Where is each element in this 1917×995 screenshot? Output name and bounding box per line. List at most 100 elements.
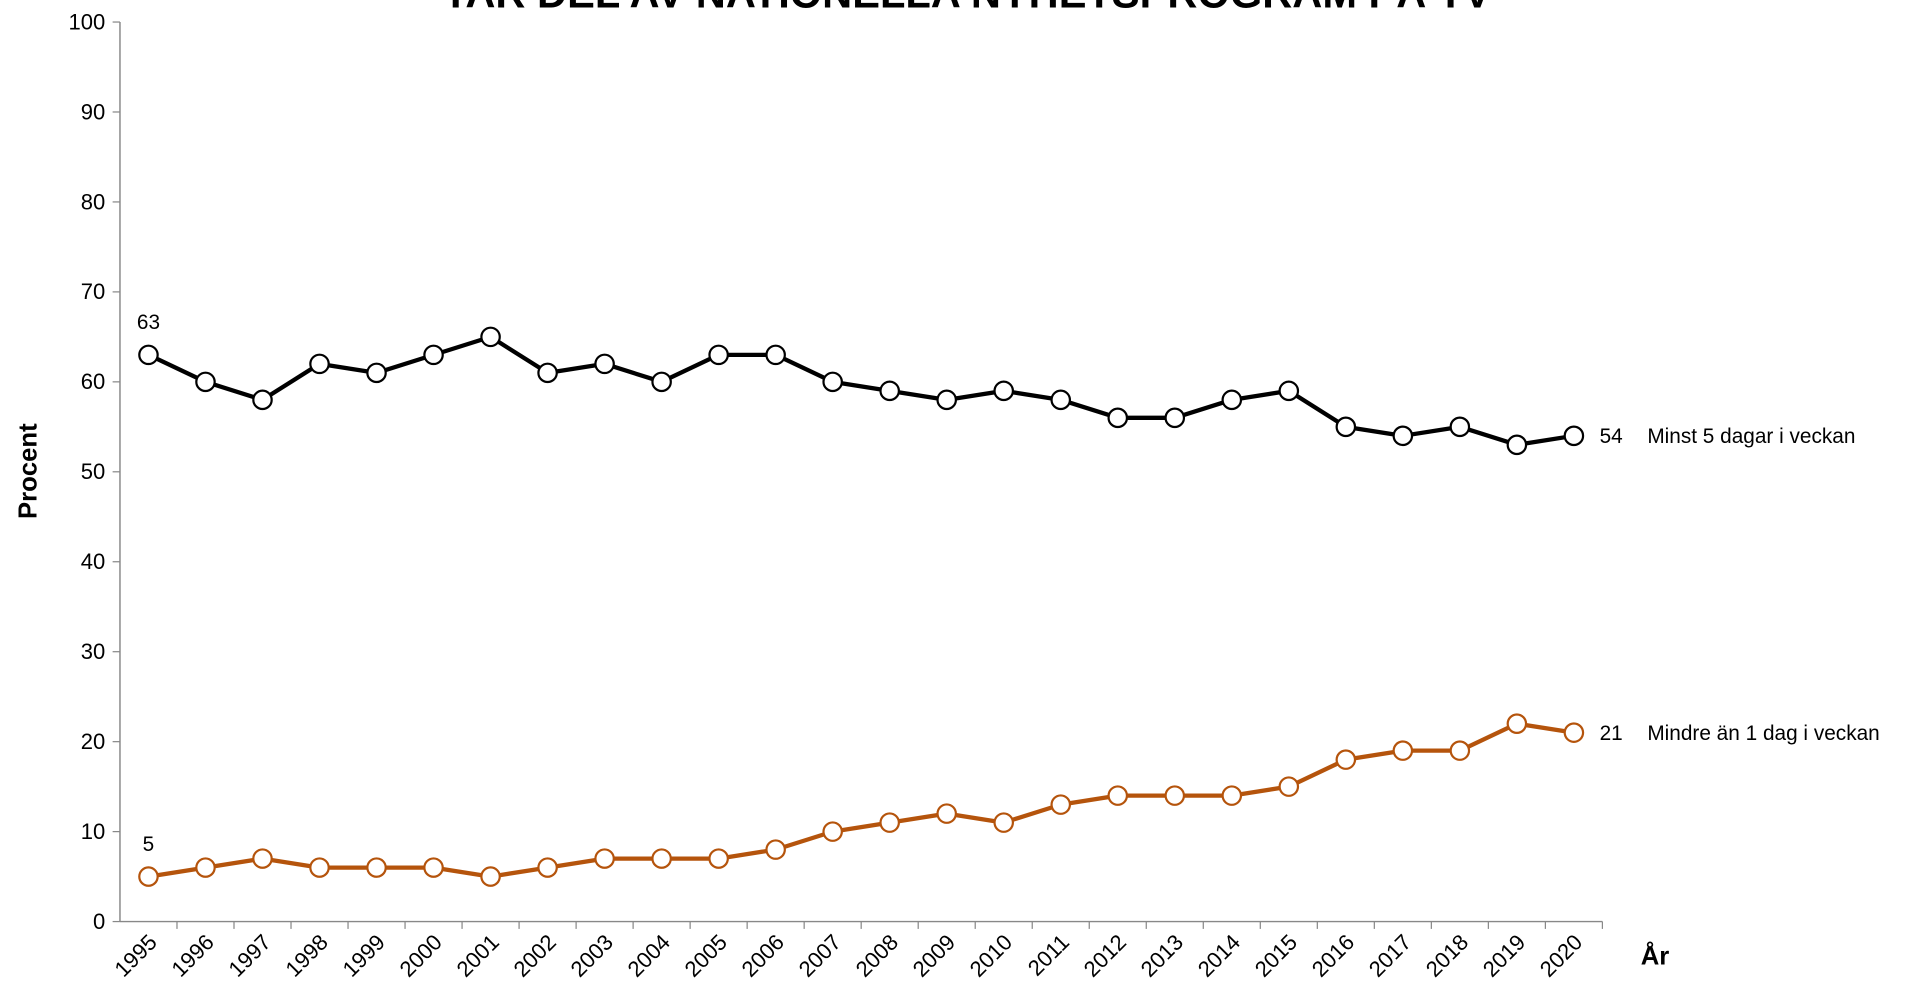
y-tick-label: 30	[81, 639, 106, 664]
data-point	[936, 803, 957, 824]
y-tick-label: 100	[69, 9, 106, 34]
x-tick-label: 1996	[166, 929, 218, 981]
series-line	[148, 721, 1575, 879]
x-tick-label: 2012	[1079, 929, 1131, 981]
data-point	[1107, 407, 1129, 429]
x-tick-label: 2006	[737, 929, 789, 981]
y-tick-label: 70	[81, 279, 106, 304]
data-point	[822, 371, 843, 393]
data-point	[1392, 740, 1414, 761]
data-point	[423, 857, 444, 878]
x-tick-label: 2014	[1193, 929, 1245, 981]
data-point	[708, 344, 729, 366]
x-tick-label: 1998	[281, 929, 333, 981]
x-tick-label: 2013	[1136, 929, 1188, 981]
data-point	[1164, 407, 1186, 429]
data-point	[879, 812, 900, 833]
data-label: 63	[137, 311, 160, 334]
x-tick-label: 2016	[1307, 929, 1359, 981]
y-tick-label: 60	[81, 369, 106, 394]
data-label: 5	[143, 833, 155, 856]
x-tick-label: 2008	[851, 929, 903, 981]
x-tick-label: 2010	[965, 929, 1017, 981]
data-point	[594, 353, 615, 375]
y-tick-label: 40	[81, 549, 106, 574]
data-point	[879, 380, 900, 402]
data-point	[1164, 785, 1186, 806]
data-point	[993, 812, 1015, 833]
data-point	[1278, 776, 1300, 797]
data-point	[1506, 713, 1528, 734]
data-point	[1506, 434, 1528, 456]
data-point	[366, 362, 387, 384]
data-point	[1563, 425, 1585, 447]
y-tick-label: 90	[81, 99, 106, 124]
data-point	[822, 821, 843, 842]
data-point	[1335, 749, 1357, 770]
data-point	[1107, 785, 1129, 806]
data-point	[765, 839, 786, 860]
data-point	[651, 371, 672, 393]
x-tick-label: 1995	[109, 929, 161, 981]
data-point	[195, 371, 216, 393]
data-point	[1278, 380, 1300, 402]
data-point	[309, 857, 330, 878]
data-point	[1221, 785, 1243, 806]
legend-label: Minst 5 dagar i veckan	[1647, 425, 1855, 448]
data-point	[480, 326, 501, 348]
data-point	[765, 344, 786, 366]
data-point	[309, 353, 330, 375]
x-tick-label: 2001	[452, 929, 504, 981]
x-tick-label: 2017	[1364, 929, 1416, 981]
data-point	[480, 866, 501, 887]
data-point	[1449, 740, 1471, 761]
x-axis-label: År	[1641, 941, 1670, 970]
y-tick-label: 50	[81, 459, 106, 484]
data-label: 54	[1600, 425, 1623, 448]
x-tick-label: 2003	[566, 929, 618, 981]
x-tick-label: 2009	[908, 929, 960, 981]
y-axis-label: Procent	[15, 423, 43, 519]
y-tick-label: 80	[81, 189, 106, 214]
x-tick-label: 2015	[1250, 929, 1302, 981]
data-point	[651, 848, 672, 869]
data-point	[1563, 722, 1585, 743]
y-tick-label: 10	[81, 819, 106, 844]
data-point	[252, 389, 273, 411]
x-tick-label: 1997	[224, 929, 276, 981]
data-point	[138, 344, 159, 366]
chart-title: TAR DEL AV NATIONELLA NYHETSPROGRAM PÅ T…	[443, 0, 1491, 16]
x-tick-label: 2005	[680, 929, 732, 981]
x-tick-label: 2002	[509, 929, 561, 981]
x-tick-label: 2018	[1421, 929, 1473, 981]
data-label: 21	[1600, 722, 1623, 745]
data-point	[423, 344, 444, 366]
data-point	[1392, 425, 1414, 447]
data-point	[993, 380, 1015, 402]
x-tick-label: 2011	[1023, 929, 1074, 980]
data-point	[1221, 389, 1243, 411]
data-point	[936, 389, 957, 411]
data-point	[537, 362, 558, 384]
data-point	[708, 848, 729, 869]
data-point	[537, 857, 558, 878]
x-tick-label: 2019	[1478, 929, 1530, 981]
x-tick-label: 2007	[794, 929, 846, 981]
data-point	[1335, 416, 1357, 438]
series-line	[147, 334, 1575, 447]
y-tick-label: 0	[93, 909, 105, 934]
x-tick-label: 2000	[395, 929, 447, 981]
data-point	[195, 857, 216, 878]
data-point	[1449, 416, 1471, 438]
data-point	[1050, 794, 1072, 815]
data-point	[1050, 389, 1072, 411]
legend-label: Mindre än 1 dag i veckan	[1647, 722, 1879, 745]
x-tick-label: 2020	[1535, 929, 1587, 981]
y-tick-label: 20	[81, 729, 106, 754]
x-tick-label: 1999	[338, 929, 390, 981]
data-point	[366, 857, 387, 878]
x-tick-label: 2004	[623, 929, 675, 981]
data-point	[594, 848, 615, 869]
